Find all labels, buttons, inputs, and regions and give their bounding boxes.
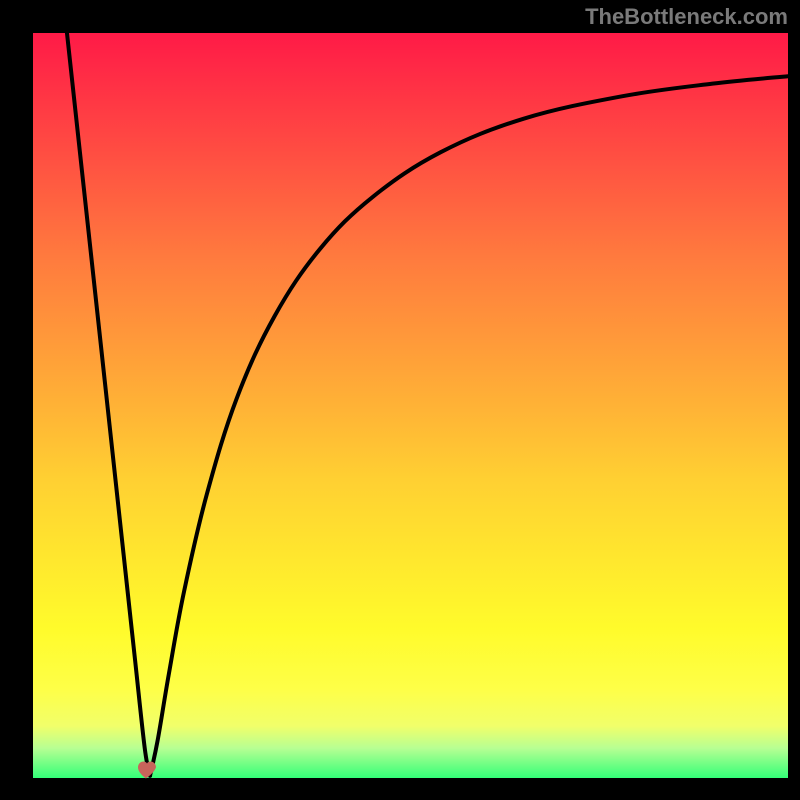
curve-left-branch: [67, 33, 150, 776]
heart-icon: [138, 762, 156, 779]
minimum-marker-heart-icon: [134, 758, 158, 787]
curve-right-branch: [150, 76, 788, 776]
watermark-text: TheBottleneck.com: [585, 4, 788, 30]
chart-curve-layer: [0, 0, 800, 800]
